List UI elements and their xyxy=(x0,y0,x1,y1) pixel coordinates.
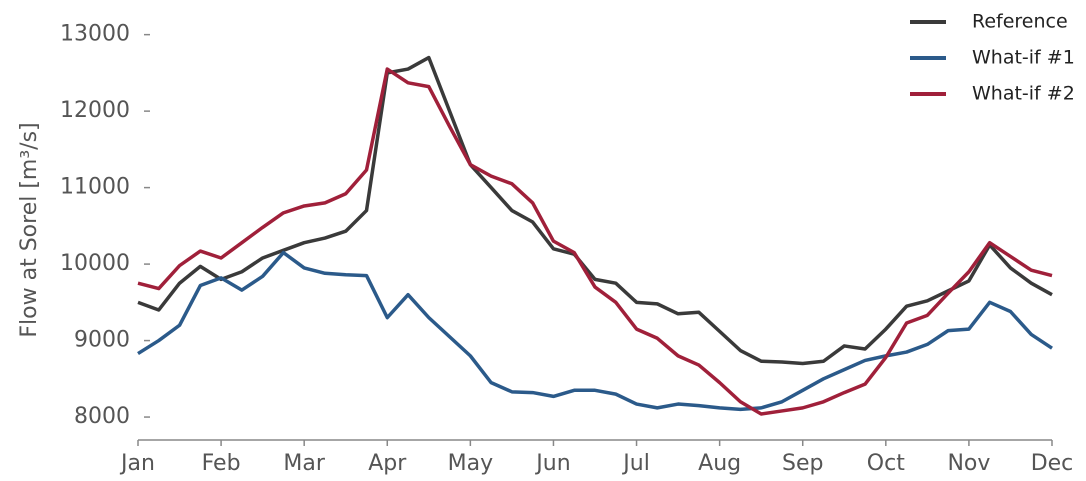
x-tick-label: Mar xyxy=(283,451,325,476)
x-tick-label: May xyxy=(448,451,493,476)
series-line xyxy=(137,67,1053,416)
y-axis-label: Flow at Sorel [m³/s] xyxy=(17,122,42,337)
x-tick-label: Apr xyxy=(368,451,407,476)
y-tick-label: 12000 xyxy=(60,98,130,123)
x-tick-label: Nov xyxy=(947,451,990,476)
legend-label: What-if #2 xyxy=(972,83,1075,105)
x-tick-label: Feb xyxy=(202,451,241,476)
series-line xyxy=(137,250,1053,412)
y-tick-label: 13000 xyxy=(60,22,130,47)
x-tick-label: Oct xyxy=(867,451,905,476)
y-tick-label: 11000 xyxy=(60,175,130,200)
legend-label: What-if #1 xyxy=(972,47,1075,69)
x-tick-label: Sep xyxy=(782,451,823,476)
x-tick-label: Jul xyxy=(621,451,650,476)
series-line xyxy=(137,55,1053,366)
legend-label: Reference xyxy=(972,11,1068,33)
x-tick-label: Dec xyxy=(1031,451,1074,476)
x-tick-label: Jan xyxy=(119,451,155,476)
x-tick-label: Aug xyxy=(698,451,741,476)
x-tick-label: Jun xyxy=(534,451,570,476)
y-tick-label: 10000 xyxy=(60,251,130,276)
y-tick-label: 8000 xyxy=(74,404,130,429)
y-tick-label: 9000 xyxy=(74,328,130,353)
